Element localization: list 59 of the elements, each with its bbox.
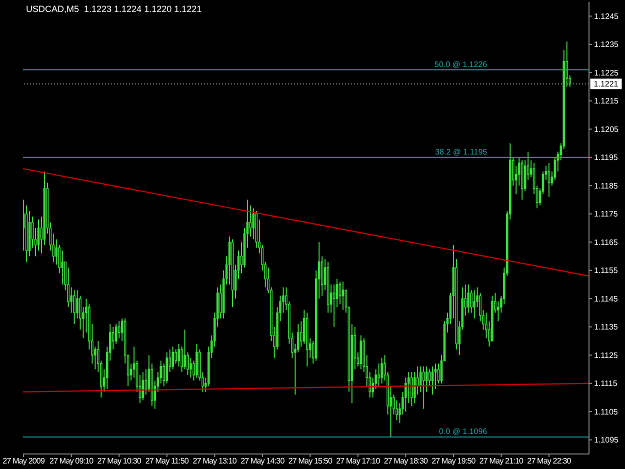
x-tick-label: 27 May 19:50 xyxy=(432,456,476,466)
candlestick xyxy=(172,346,174,370)
y-tick-label: 1.1195 xyxy=(594,153,618,162)
candlestick xyxy=(70,286,72,314)
x-tick-label: 27 May 14:30 xyxy=(240,456,286,466)
candlestick xyxy=(55,238,58,266)
y-tick-label: 1.1135 xyxy=(594,322,618,332)
candlestick xyxy=(524,160,526,192)
candlestick xyxy=(410,372,413,406)
x-tick-label: 27 May 10:30 xyxy=(97,456,142,466)
candlestick xyxy=(332,284,336,328)
x-tick-label: 27 May 15:50 xyxy=(288,456,333,466)
y-tick-label: 1.1225 xyxy=(594,68,620,78)
ref-line-label: 50.0 @ 1.1226 xyxy=(434,60,488,69)
candlestick xyxy=(467,284,470,314)
candlestick xyxy=(174,348,177,364)
candlestick xyxy=(416,366,419,396)
candlestick xyxy=(470,290,473,314)
candlestick xyxy=(282,286,284,314)
y-tick-label: 1.1175 xyxy=(594,210,618,219)
candlestick xyxy=(249,204,252,237)
y-tick-label: 1.1185 xyxy=(594,181,618,190)
candlestick xyxy=(184,329,186,370)
candlestick xyxy=(378,363,380,387)
candlestick xyxy=(76,290,78,319)
candlestick xyxy=(114,324,118,344)
y-tick-label: 1.1155 xyxy=(594,266,618,276)
candlestick xyxy=(61,250,64,285)
candlestick xyxy=(342,281,344,310)
y-tick-label: 1.1215 xyxy=(594,96,620,106)
x-tick-label: 27 May 11:50 xyxy=(145,456,190,466)
x-tick-label: 27 May 22:30 xyxy=(527,456,572,466)
x-tick-label: 27 May 18:30 xyxy=(384,456,428,466)
y-tick-label: 1.1105 xyxy=(594,407,618,416)
x-tick-label: 27 May 13:10 xyxy=(192,456,238,466)
candlestick xyxy=(404,377,407,412)
y-tick-label: 1.1115 xyxy=(594,379,618,388)
y-tick-label: 1.1145 xyxy=(594,294,618,304)
candlestick xyxy=(473,290,476,319)
candlestick xyxy=(407,372,410,404)
y-tick-label: 1.1165 xyxy=(594,238,618,247)
y-tick-label: 1.1245 xyxy=(594,12,620,21)
candlestick xyxy=(434,363,437,390)
y-tick-label: 1.1205 xyxy=(594,124,620,134)
ref-line-label: 0.0 @ 1.1096 xyxy=(438,427,488,436)
candlestick xyxy=(297,324,300,353)
x-tick-label: 27 May 09:10 xyxy=(50,456,94,466)
ref-line-label: 38.2 @ 1.1195 xyxy=(435,147,488,156)
chart-title: USDCAD,M5 1.1223 1.1224 1.1220 1.1221 xyxy=(26,4,202,15)
x-tick-label: 27 May 21:10 xyxy=(479,456,524,466)
y-tick-label: 1.1125 xyxy=(594,350,618,360)
candlestick xyxy=(485,312,488,339)
ref-line-label: 1.1221 xyxy=(594,80,619,89)
x-tick-label: 27 May 2009 xyxy=(2,456,46,466)
x-tick-label: 27 May 17:10 xyxy=(336,456,381,466)
y-tick-label: 1.1235 xyxy=(594,40,620,50)
candlestick xyxy=(520,160,524,200)
candlestick xyxy=(73,290,76,325)
y-tick-label: 1.1095 xyxy=(594,436,620,445)
